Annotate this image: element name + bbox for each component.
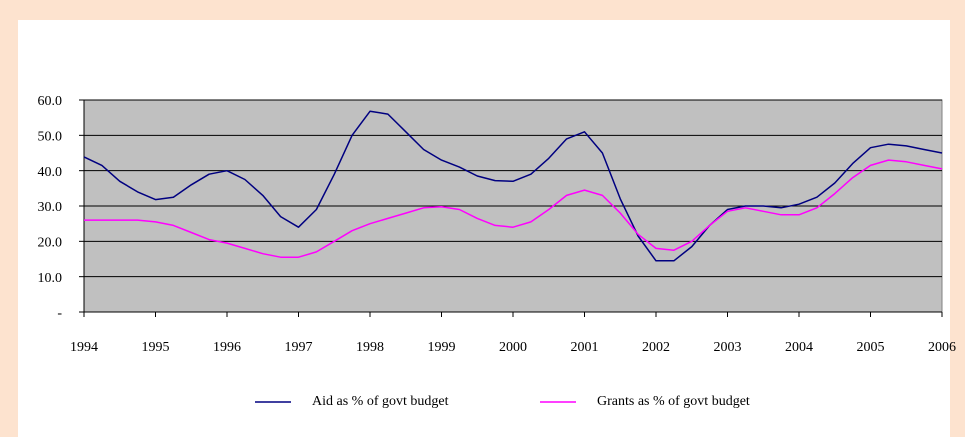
- x-tick-label: 2002: [642, 340, 670, 355]
- x-tick-label: 2004: [785, 340, 813, 355]
- x-tick-label: 2000: [499, 340, 527, 355]
- y-tick-label: 10.0: [38, 271, 63, 286]
- series-line: [84, 159, 943, 258]
- x-tick-label: 2003: [714, 340, 742, 355]
- y-tick-label: 30.0: [38, 200, 63, 215]
- x-tick-label: 1994: [70, 340, 98, 355]
- x-tick-label: 1998: [356, 340, 384, 355]
- y-tick-label: 40.0: [38, 165, 63, 180]
- x-tick-label: 1996: [213, 340, 241, 355]
- y-tick-label: -: [57, 306, 62, 321]
- x-tick-label: 1995: [142, 340, 170, 355]
- x-tick-label: 2006: [928, 340, 956, 355]
- x-tick-label: 2005: [857, 340, 885, 355]
- y-tick-label: 20.0: [38, 236, 63, 251]
- series-line: [83, 110, 943, 262]
- x-tick-label: 1997: [285, 340, 313, 355]
- y-tick-label: 60.0: [38, 94, 63, 109]
- legend-label: Aid as % of govt budget: [312, 394, 449, 409]
- x-tick-label: 2001: [571, 340, 599, 355]
- legend-label: Grants as % of govt budget: [597, 394, 750, 409]
- x-tick-label: 1999: [428, 340, 456, 355]
- y-tick-label: 50.0: [38, 130, 63, 145]
